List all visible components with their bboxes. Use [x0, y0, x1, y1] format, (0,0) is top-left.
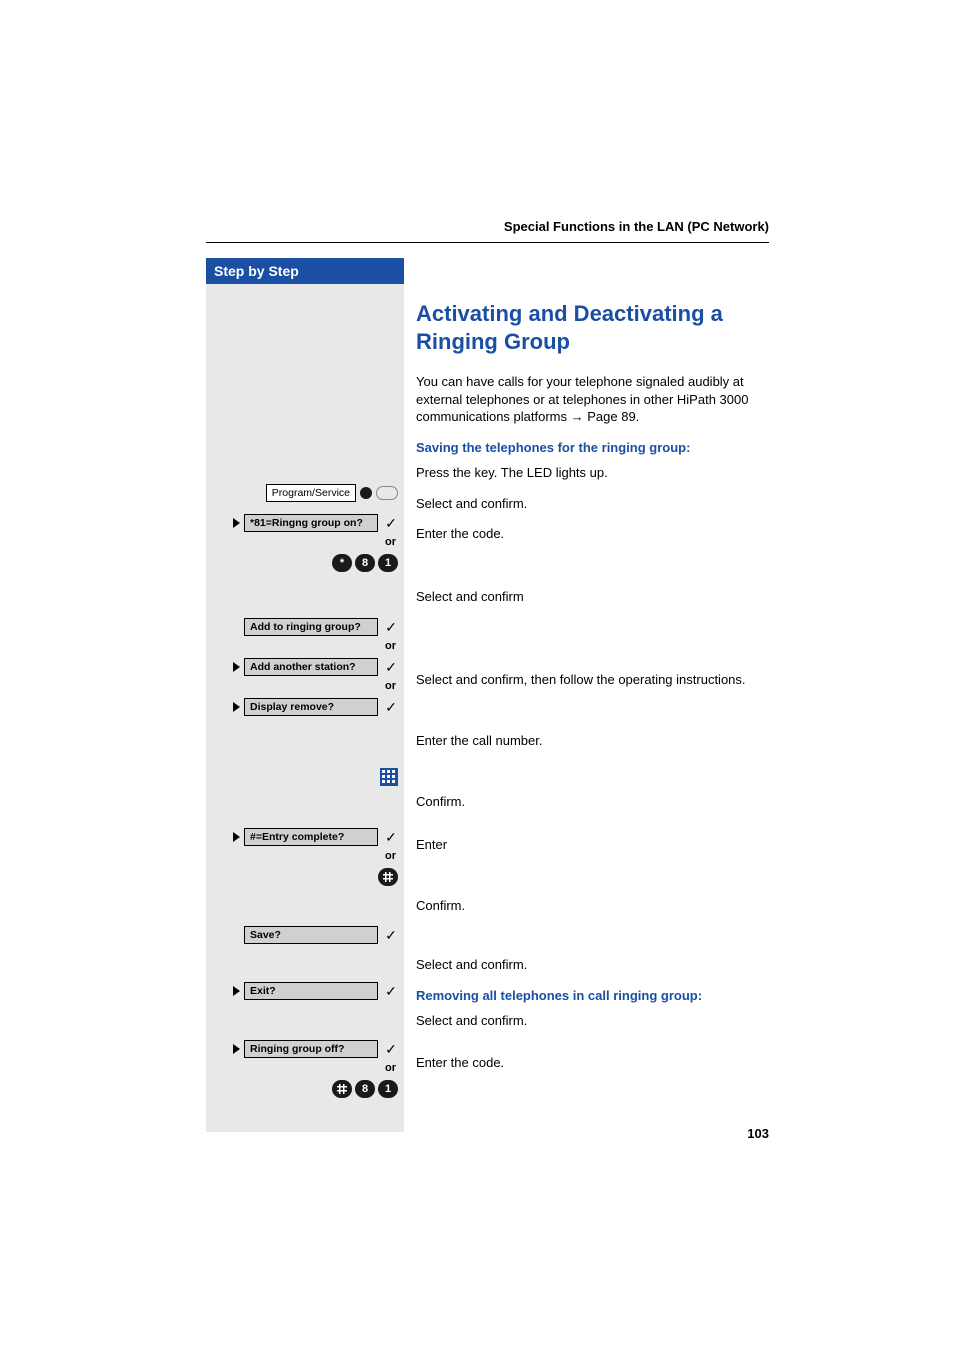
hash-key-icon	[332, 1080, 352, 1098]
sub-heading-saving: Saving the telephones for the ringing gr…	[416, 440, 771, 455]
page: Special Functions in the LAN (PC Network…	[0, 0, 954, 1351]
save-option: Save?	[244, 926, 378, 944]
instruction-column: Activating and Deactivating a Ringing Gr…	[404, 284, 771, 1132]
ringing-on-option: *81=Ringng group on?	[244, 514, 378, 532]
instr-enter: Enter	[416, 837, 771, 854]
display-remove-option: Display remove?	[244, 698, 378, 716]
program-service-row: Program/Service	[206, 482, 398, 504]
intro-text: You can have calls for your telephone si…	[416, 373, 771, 426]
caret-icon	[233, 518, 240, 528]
key-8: 8	[355, 1080, 375, 1098]
keypad-icon	[380, 768, 398, 786]
key-1: 1	[378, 554, 398, 572]
exit-option: Exit?	[244, 982, 378, 1000]
key-8: 8	[355, 554, 375, 572]
step-column: Program/Service *81=Ringng group on? ✓ o…	[206, 284, 404, 1132]
page-number: 103	[747, 1126, 769, 1141]
ringing-on-row: *81=Ringng group on? ✓	[206, 512, 398, 534]
instr-enter-code: Enter the code.	[416, 1055, 771, 1072]
keypad-row	[206, 766, 398, 788]
ringing-off-row: Ringing group off? ✓	[206, 1038, 398, 1060]
check-icon: ✓	[384, 829, 398, 846]
hash-key-icon	[378, 868, 398, 886]
caret-icon	[233, 832, 240, 842]
check-icon: ✓	[384, 983, 398, 1000]
caret-icon	[233, 1044, 240, 1054]
code-off-row: 8 1	[206, 1078, 398, 1100]
check-icon: ✓	[384, 515, 398, 532]
or-label: or	[206, 850, 398, 862]
entry-complete-row: #=Entry complete? ✓	[206, 826, 398, 848]
check-icon: ✓	[384, 699, 398, 716]
caret-icon	[233, 662, 240, 672]
display-remove-row: Display remove? ✓	[206, 696, 398, 718]
or-label: or	[206, 640, 398, 652]
or-label: or	[206, 680, 398, 692]
save-row: Save? ✓	[206, 924, 398, 946]
key-icon	[376, 486, 398, 500]
or-label: or	[206, 1062, 398, 1074]
instr-select-confirm-follow: Select and confirm, then follow the oper…	[416, 672, 771, 689]
led-on-icon	[360, 487, 372, 499]
program-service-label: Program/Service	[266, 484, 356, 502]
check-icon: ✓	[384, 927, 398, 944]
instr-press-key: Press the key. The LED lights up.	[416, 465, 771, 482]
add-to-group-option: Add to ringing group?	[244, 618, 378, 636]
sub-heading-removing: Removing all telephones in call ringing …	[416, 988, 771, 1003]
entry-complete-option: #=Entry complete?	[244, 828, 378, 846]
instr-select-confirm: Select and confirm.	[416, 1013, 771, 1030]
caret-icon	[233, 702, 240, 712]
check-icon: ✓	[384, 619, 398, 636]
instr-confirm: Confirm.	[416, 794, 771, 811]
instr-select-confirm: Select and confirm	[416, 589, 771, 606]
ringing-off-option: Ringing group off?	[244, 1040, 378, 1058]
check-icon: ✓	[384, 659, 398, 676]
exit-row: Exit? ✓	[206, 980, 398, 1002]
instr-select-confirm: Select and confirm.	[416, 496, 771, 513]
hash-key-row	[206, 866, 398, 888]
add-another-option: Add another station?	[244, 658, 378, 676]
step-by-step-header: Step by Step	[206, 258, 404, 284]
instr-enter-code: Enter the code.	[416, 526, 771, 543]
caret-icon	[233, 986, 240, 996]
content: Step by Step Program/Service *81=Ringng …	[206, 258, 771, 1132]
main-heading: Activating and Deactivating a Ringing Gr…	[416, 300, 771, 355]
header-title: Special Functions in the LAN (PC Network…	[504, 219, 769, 234]
instr-confirm: Confirm.	[416, 898, 771, 915]
add-to-group-row: Add to ringing group? ✓	[206, 616, 398, 638]
page-link[interactable]: → Page 89.	[571, 409, 640, 424]
key-star: *	[332, 554, 352, 572]
or-label: or	[206, 536, 398, 548]
running-header: Special Functions in the LAN (PC Network…	[206, 218, 769, 243]
add-another-row: Add another station? ✓	[206, 656, 398, 678]
instr-enter-call-number: Enter the call number.	[416, 733, 771, 750]
check-icon: ✓	[384, 1041, 398, 1058]
instr-select-confirm: Select and confirm.	[416, 957, 771, 974]
columns: Program/Service *81=Ringng group on? ✓ o…	[206, 284, 771, 1132]
key-1: 1	[378, 1080, 398, 1098]
code-on-row: * 8 1	[206, 552, 398, 574]
